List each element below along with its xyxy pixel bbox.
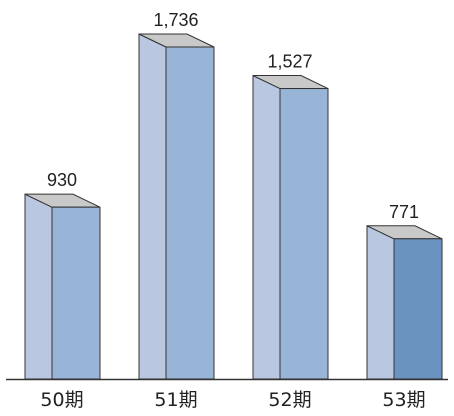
- data-label: 1,736: [153, 10, 198, 30]
- x-tick-label: 53期: [382, 389, 425, 411]
- bar: [138, 33, 215, 380]
- bar-side-face: [252, 74, 281, 380]
- labels-layer: 930 50期 1,736 51期 1,527 52期 771 53期: [40, 10, 425, 411]
- bar-front-face: [165, 46, 215, 380]
- bar: [252, 74, 329, 380]
- x-tick-label: 51期: [154, 389, 197, 411]
- bar-side-face: [366, 224, 395, 380]
- bar-side-face: [138, 33, 167, 380]
- bar-front-face: [51, 206, 101, 380]
- bar-front-face: [393, 238, 443, 380]
- bar: [24, 193, 101, 380]
- data-label: 930: [47, 170, 77, 190]
- bar: [366, 224, 443, 380]
- bars-layer: [24, 33, 443, 380]
- x-tick-label: 50期: [40, 389, 83, 411]
- data-label: 1,527: [267, 52, 312, 72]
- x-tick-label: 52期: [268, 389, 311, 411]
- bar-front-face: [279, 88, 329, 380]
- data-label: 771: [389, 202, 419, 222]
- bar-side-face: [24, 193, 53, 380]
